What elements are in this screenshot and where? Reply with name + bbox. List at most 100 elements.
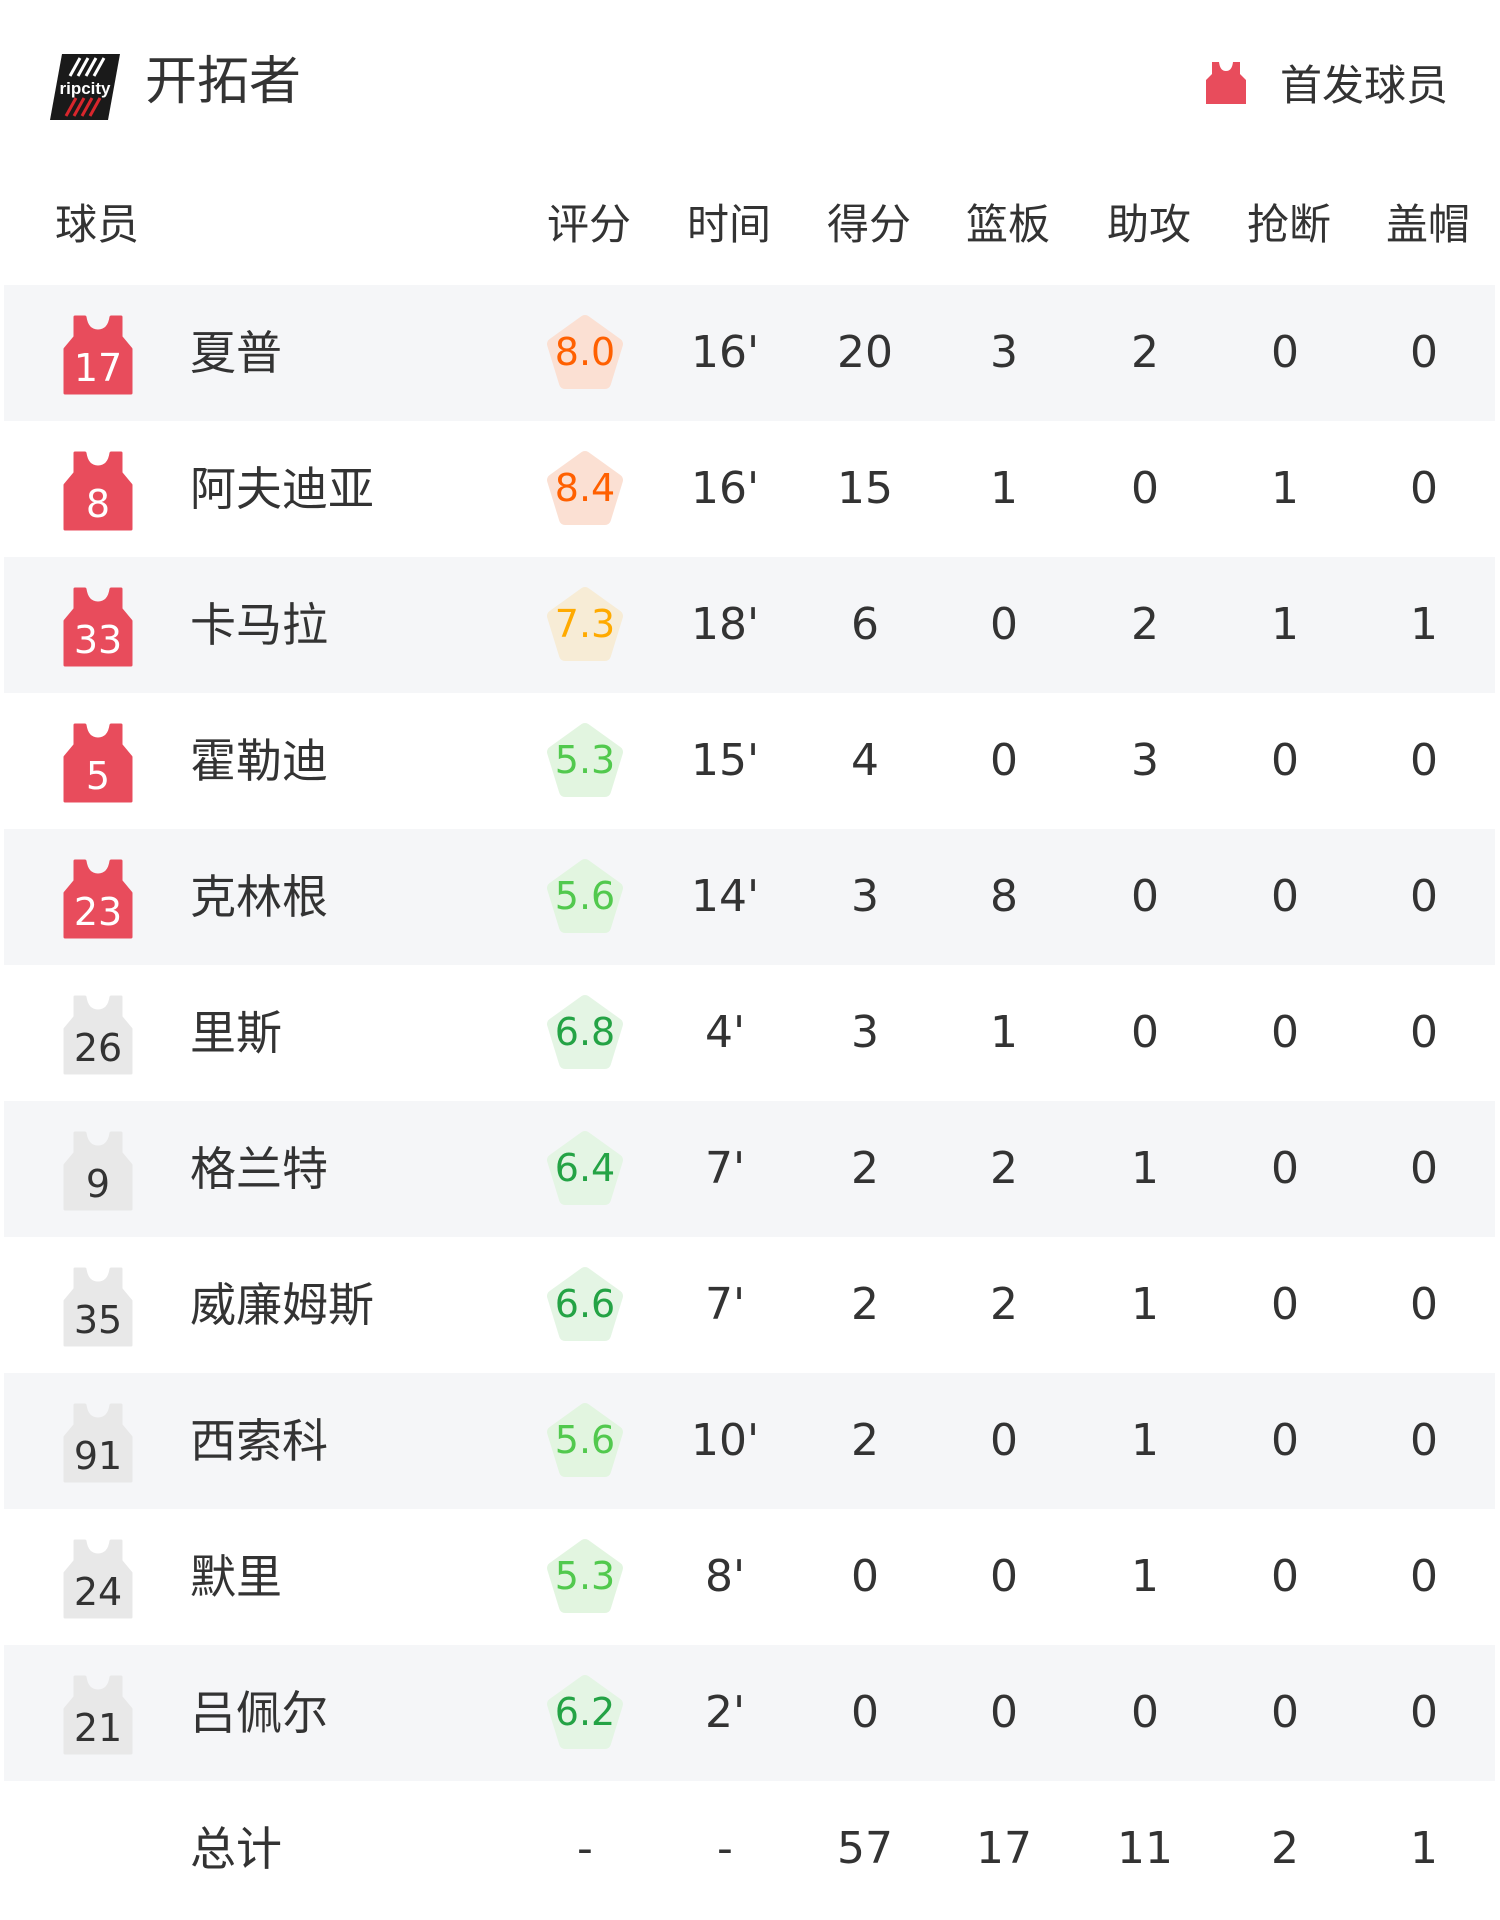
column-header-rating[interactable]: 评分 [546,200,632,249]
player-blocks: 1 [1410,599,1438,650]
rating-value: 6.6 [554,1282,616,1326]
player-steals: 1 [1271,599,1299,650]
player-name[interactable]: 夏普 [190,326,282,380]
rating-value: 8.0 [554,330,616,374]
jersey-icon [63,587,133,667]
player-assists: 0 [1131,1007,1159,1058]
player-points: 15 [837,463,893,514]
player-blocks: 0 [1410,1551,1438,1602]
rating-value: 5.3 [554,1554,616,1598]
player-name[interactable]: 吕佩尔 [190,1686,328,1740]
player-name[interactable]: 西索科 [190,1414,328,1468]
player-steals: 0 [1271,1143,1299,1194]
totals-assists: 11 [1117,1823,1173,1874]
player-name[interactable]: 里斯 [190,1006,282,1060]
column-header-assists[interactable]: 助攻 [1106,200,1192,249]
player-points: 3 [851,1007,879,1058]
player-row[interactable]: 5 霍勒迪 5.3 15' 4 0 3 0 0 [4,693,1495,829]
player-assists: 0 [1131,871,1159,922]
totals-blocks: 1 [1410,1823,1438,1874]
column-header-minutes[interactable]: 时间 [686,200,772,249]
player-name[interactable]: 卡马拉 [190,598,328,652]
bench-jersey-badge: 24 [61,1539,135,1619]
player-name[interactable]: 默里 [190,1550,282,1604]
player-minutes: 18' [690,599,760,650]
rating-badge: 5.3 [543,719,627,803]
player-blocks: 0 [1410,735,1438,786]
jersey-icon [1205,62,1246,104]
player-steals: 0 [1271,327,1299,378]
player-row[interactable]: 9 格兰特 6.4 7' 2 2 1 0 0 [4,1101,1495,1237]
jersey-number: 8 [85,482,111,526]
jersey-icon [63,1131,133,1211]
player-rebounds: 1 [990,463,1018,514]
player-row[interactable]: 35 威廉姆斯 6.6 7' 2 2 1 0 0 [4,1237,1495,1373]
player-row[interactable]: 26 里斯 6.8 4' 3 1 0 0 0 [4,965,1495,1101]
player-blocks: 0 [1410,1687,1438,1738]
player-rebounds: 0 [990,735,1018,786]
totals-rating: - [577,1823,593,1874]
player-row[interactable]: 33 卡马拉 7.3 18' 6 0 2 1 1 [4,557,1495,693]
player-steals: 0 [1271,1415,1299,1466]
starter-jersey-badge: 5 [61,723,135,803]
player-steals: 0 [1271,871,1299,922]
player-rebounds: 0 [990,1687,1018,1738]
totals-row: 总计 - - 57 17 11 2 1 [4,1781,1495,1917]
player-minutes: 8' [704,1551,746,1602]
player-minutes: 15' [690,735,760,786]
player-row[interactable]: 17 夏普 8.0 16' 20 3 2 0 0 [4,285,1495,421]
player-minutes: 7' [704,1143,746,1194]
starter-jersey-badge: 23 [61,859,135,939]
jersey-icon [63,1267,133,1347]
player-blocks: 0 [1410,1143,1438,1194]
player-row[interactable]: 23 克林根 5.6 14' 3 8 0 0 0 [4,829,1495,965]
column-header-rebounds[interactable]: 篮板 [965,200,1051,249]
rating-badge: 8.4 [543,447,627,531]
player-name[interactable]: 阿夫迪亚 [190,462,374,516]
player-row[interactable]: 24 默里 5.3 8' 0 0 1 0 0 [4,1509,1495,1645]
player-blocks: 0 [1410,1279,1438,1330]
player-minutes: 10' [690,1415,760,1466]
player-assists: 1 [1131,1279,1159,1330]
rating-badge: 8.0 [543,311,627,395]
player-points: 3 [851,871,879,922]
bench-jersey-badge: 35 [61,1267,135,1347]
player-blocks: 0 [1410,1007,1438,1058]
player-row[interactable]: 91 西索科 5.6 10' 2 0 1 0 0 [4,1373,1495,1509]
player-row[interactable]: 8 阿夫迪亚 8.4 16' 15 1 0 1 0 [4,421,1495,557]
player-name[interactable]: 威廉姆斯 [190,1278,374,1332]
totals-label: 总计 [190,1822,282,1876]
starter-jersey-badge: 8 [61,451,135,531]
player-rebounds: 2 [990,1143,1018,1194]
player-name[interactable]: 霍勒迪 [190,734,328,788]
starter-jersey-badge: 17 [61,315,135,395]
jersey-number: 5 [85,754,111,798]
player-row[interactable]: 21 吕佩尔 6.2 2' 0 0 0 0 0 [4,1645,1495,1781]
team-name: 开拓者 [145,52,302,112]
bench-jersey-badge: 21 [61,1675,135,1755]
jersey-icon [63,723,133,803]
player-name[interactable]: 克林根 [190,870,328,924]
totals-points: 57 [837,1823,893,1874]
rating-badge: 5.6 [543,855,627,939]
starter-legend-label: 首发球员 [1279,60,1448,110]
player-rebounds: 0 [990,1551,1018,1602]
player-name[interactable]: 格兰特 [190,1142,328,1196]
column-header-player[interactable]: 球员 [55,200,140,249]
jersey-icon [63,451,133,531]
team-header: ripcity 开拓者 首发球员 [0,0,1500,170]
column-header-blocks[interactable]: 盖帽 [1385,200,1471,249]
player-steals: 0 [1271,1007,1299,1058]
jersey-icon [63,315,133,395]
player-assists: 3 [1131,735,1159,786]
jersey-icon [63,859,133,939]
player-rebounds: 3 [990,327,1018,378]
jersey-number: 35 [73,1298,123,1342]
player-assists: 1 [1131,1551,1159,1602]
column-header-points[interactable]: 得分 [826,200,912,249]
player-rebounds: 0 [990,599,1018,650]
column-header-steals[interactable]: 抢断 [1246,200,1332,249]
player-points: 0 [851,1551,879,1602]
rating-value: 6.4 [554,1146,616,1190]
rating-badge: 6.4 [543,1127,627,1211]
